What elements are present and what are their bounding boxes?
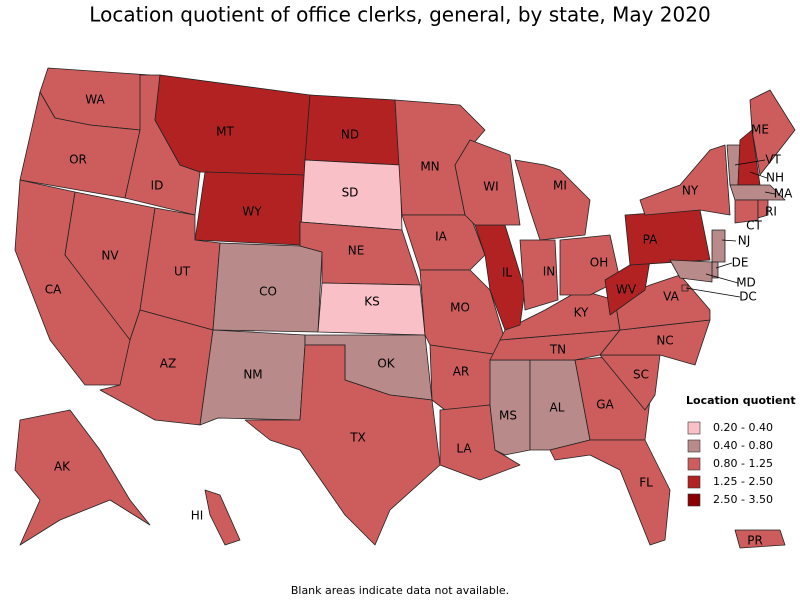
state-shape [639,144,731,216]
state-label: DC [739,290,757,304]
state-shape [734,199,759,224]
states [14,67,796,549]
state-label: KS [364,295,380,309]
state-shape [489,359,531,456]
state-label: MO [450,301,470,315]
state-label: RI [765,205,777,219]
leader-line [715,262,733,269]
state-shape [604,259,651,316]
state-label: WV [616,283,637,297]
state-label: KY [574,306,589,320]
leader-line [685,287,741,298]
state-label: ME [751,123,769,137]
leader-line [734,159,766,166]
legend-swatch [687,493,701,507]
state-label: GA [596,398,614,412]
map-title: Location quotient of office clerks, gene… [89,3,710,27]
state-label: WI [483,180,498,194]
state-label: MD [736,276,756,290]
leader-line [721,239,737,242]
state-label: DE [732,256,749,270]
legend-swatch [687,457,701,471]
state-shape [669,259,713,283]
state-shape [711,229,726,263]
state-shape [244,344,441,546]
legend-label: 0.80 - 1.25 [713,457,773,470]
state-label: LA [456,442,472,456]
state-label: CO [259,285,277,299]
state-shape [401,214,486,271]
legend: 0.20 - 0.40 0.40 - 0.80 0.80 - 1.25 1.25 - … [687,421,773,507]
state-shape [514,159,591,241]
state-label: MT [216,125,234,139]
state-label: NH [766,171,784,185]
state-label: OH [590,256,608,270]
state-label: MA [774,187,793,201]
state-label: IL [502,266,513,280]
state-label: NJ [738,234,751,248]
state-label: NE [348,244,365,258]
legend-swatch [687,475,701,489]
state-label: CA [45,283,62,297]
state-shape [749,89,796,176]
state-shape [549,439,671,546]
state-label: PA [643,233,658,247]
state-label: MI [553,179,567,193]
state-label: NM [243,368,262,382]
state-label: AZ [160,357,176,371]
state-label: VT [765,153,781,167]
legend-swatch [687,421,701,435]
state-label: ID [151,179,164,193]
state-label: WY [242,205,262,219]
state-shape [681,284,689,292]
state-shape [212,242,323,333]
legend-label: 0.40 - 0.80 [713,439,773,452]
state-shape [624,209,711,266]
state-shape [204,489,241,546]
state-shape [317,282,426,336]
state-label: ND [341,128,359,142]
state-shape [729,184,786,201]
legend-title: Location quotient [686,394,796,407]
leader-line [749,171,768,179]
state-label: OR [69,153,87,167]
state-label: MN [420,160,439,174]
state-label: VA [663,290,679,304]
legend-label: 2.50 - 3.50 [713,493,773,506]
state-label: SC [633,368,649,382]
state-label: MS [499,409,517,423]
state-label: IN [543,265,556,279]
state-label: TN [549,343,566,357]
state-label: AR [453,365,470,379]
leader-line [764,191,776,195]
state-label: UT [174,265,191,279]
legend-swatch [687,439,701,453]
state-label: OK [377,357,395,371]
state-shape [757,199,769,219]
state-label: HI [191,509,204,523]
leader-line [705,273,739,284]
state-shape [14,409,151,546]
state-labels: WA OR CA NV ID MT WY UT AZ CO NM ND SD NE KS OK TX MN IA MO… [45,93,793,548]
state-shape [474,224,526,331]
state-label: NV [101,249,119,263]
legend-label: 1.25 - 2.50 [713,475,773,488]
legend-label: 0.20 - 0.40 [713,421,773,434]
state-label: CT [746,219,762,233]
state-label: SD [342,186,359,200]
state-shape [454,139,521,226]
footnote: Blank areas indicate data not available. [291,584,509,597]
state-label: IA [435,230,448,244]
state-label: NY [682,184,699,198]
state-shape [734,529,786,549]
state-label: AL [550,401,565,415]
state-label: FL [639,476,653,490]
state-label: AK [54,460,71,474]
state-label: PR [747,534,763,548]
state-label: TX [349,431,366,445]
state-label: WA [85,93,105,107]
state-label: NC [656,334,673,348]
